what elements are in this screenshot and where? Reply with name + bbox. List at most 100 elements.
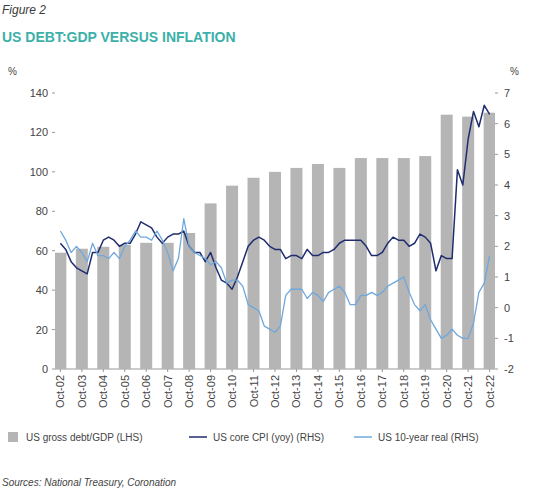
x-tick (146, 369, 147, 372)
x-tick (425, 369, 426, 372)
x-tick-label: Oct-07 (162, 375, 174, 408)
x-tick-label: Oct-10 (226, 375, 238, 408)
x-tick (124, 369, 125, 372)
y2-tick-label: 6 (504, 118, 510, 130)
y-tick (52, 132, 55, 133)
x-tick-label: Oct-11 (248, 375, 260, 407)
y-tick-label: 140 (30, 87, 48, 99)
x-tick (317, 369, 318, 372)
x-tick (189, 369, 190, 372)
bar (140, 243, 152, 369)
legend-label: US 10-year real (RHS) (378, 432, 479, 443)
bar (205, 203, 217, 369)
x-tick-label: Oct-14 (312, 375, 324, 408)
y-tick-label: 80 (36, 205, 48, 217)
x-tick-label: Oct-04 (97, 375, 109, 408)
y2-tick-label: 3 (504, 210, 510, 222)
x-tick (210, 369, 211, 372)
x-tick (360, 369, 361, 372)
y-tick (52, 329, 55, 330)
x-tick-label: Oct-09 (205, 375, 217, 408)
x-tick-label: Oct-02 (54, 375, 66, 408)
bar (119, 245, 131, 369)
y2-tick-label: 7 (504, 87, 510, 99)
y2-tick (495, 123, 498, 124)
x-tick-label: Oct-06 (140, 375, 152, 408)
legend-swatch (354, 436, 372, 438)
x-tick-label: Oct-20 (441, 375, 453, 408)
y2-tick-label: -2 (504, 363, 514, 375)
x-tick (60, 369, 61, 372)
y2-tick (495, 277, 498, 278)
y-tick-label: 100 (30, 166, 48, 178)
y2-tick-label: 1 (504, 271, 510, 283)
x-tick (339, 369, 340, 372)
bar (290, 168, 302, 369)
x-tick-label: Oct-19 (419, 375, 431, 408)
x-tick (253, 369, 254, 372)
x-tick-label: Oct-13 (290, 375, 302, 408)
x-tick-label: Oct-21 (462, 375, 474, 408)
x-tick (468, 369, 469, 372)
bar (419, 156, 431, 369)
x-tick (446, 369, 447, 372)
x-tick (103, 369, 104, 372)
bar (183, 233, 195, 369)
legend-swatch (8, 432, 18, 442)
y-tick (52, 211, 55, 212)
bar (55, 253, 66, 369)
bar (226, 186, 238, 369)
y2-tick (495, 369, 498, 370)
x-tick (489, 369, 490, 372)
y2-tick (495, 185, 498, 186)
bar (355, 158, 367, 369)
source: Sources: National Treasury, Coronation (2, 477, 177, 488)
bar (76, 249, 88, 369)
x-tick (275, 369, 276, 372)
y2-tick (495, 307, 498, 308)
y2-tick (495, 215, 498, 216)
x-tick-label: Oct-15 (333, 375, 345, 408)
x-tick-label: Oct-12 (269, 375, 281, 408)
y2-tick-label: -1 (504, 332, 514, 344)
x-tick-label: Oct-03 (76, 375, 88, 408)
y-tick-label: 40 (36, 284, 48, 296)
legend-swatch (189, 436, 207, 438)
x-tick-label: Oct-17 (376, 375, 388, 408)
y2-tick-label: 5 (504, 148, 510, 160)
bar (376, 158, 388, 369)
x-tick-label: Oct-16 (355, 375, 367, 408)
y-tick (52, 290, 55, 291)
bar (462, 117, 474, 369)
y-tick-label: 60 (36, 245, 48, 257)
bar (312, 164, 324, 369)
x-tick (232, 369, 233, 372)
bar (248, 178, 260, 369)
x-tick (382, 369, 383, 372)
y2-tick (495, 154, 498, 155)
bar (484, 113, 495, 369)
y2-tick (495, 246, 498, 247)
y-tick (52, 250, 55, 251)
y2-axis-label: % (510, 66, 519, 77)
figure-label: Figure 2 (2, 3, 46, 17)
y-tick-label: 20 (36, 324, 48, 336)
title: US DEBT:GDP VERSUS INFLATION (2, 29, 236, 45)
x-tick-label: Oct-18 (398, 375, 410, 408)
legend-label: US core CPI (yoy) (RHS) (213, 432, 324, 443)
y2-tick-label: 0 (504, 302, 510, 314)
x-tick-label: Oct-22 (484, 375, 496, 408)
y-axis-label: % (8, 66, 17, 77)
y2-tick (495, 338, 498, 339)
line (60, 219, 489, 339)
bar (398, 158, 410, 369)
y-tick-label: 120 (30, 126, 48, 138)
plot-marks (55, 105, 495, 369)
chart: Figure 2 US DEBT:GDP VERSUS INFLATION%% 0 2… (0, 0, 538, 491)
legend-label: US gross debt/GDP (LHS) (26, 432, 143, 443)
y-tick (52, 171, 55, 172)
x-tick (403, 369, 404, 372)
line (60, 105, 489, 289)
x-tick (81, 369, 82, 372)
y-tick (52, 93, 55, 94)
